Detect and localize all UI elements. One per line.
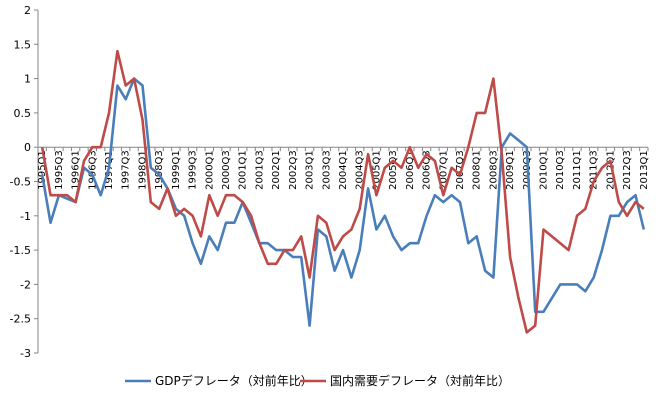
y-tick-label: -1.5 [10, 244, 31, 257]
x-tick-label: 2010Q3 [555, 150, 566, 190]
x-tick-label: 2011Q1 [572, 150, 583, 190]
legend-label: GDPデフレータ（対前年比） [155, 373, 313, 388]
x-tick-label: 1999Q1 [171, 150, 182, 190]
legend: GDPデフレータ（対前年比） 国内需要デフレータ（対前年比） [125, 373, 510, 388]
y-tick-label: 0 [24, 141, 31, 154]
x-tick-label: 2002Q1 [271, 150, 282, 190]
x-tick-label: 2004Q1 [338, 150, 349, 190]
x-tick-label: 2003Q1 [305, 150, 316, 190]
x-tick-label: 2013Q1 [639, 150, 650, 190]
series-2 [42, 51, 644, 332]
x-tick-label: 2003Q3 [321, 150, 332, 190]
x-tick-label: 2001Q1 [238, 150, 249, 190]
y-axis: 2 1.5 1 0.5 0 -0.5 -1 -1.5 -2 -2.5 -3 [10, 4, 38, 360]
legend-item: GDPデフレータ（対前年比） [125, 373, 313, 388]
x-tick-label: 2002Q3 [288, 150, 299, 190]
x-tick-label: 2001Q3 [254, 150, 265, 190]
x-tick-label: 2012Q3 [622, 150, 633, 190]
y-tick-label: -1 [20, 210, 31, 223]
x-tick-label: 1999Q3 [188, 150, 199, 190]
y-tick-label: -2 [20, 278, 31, 291]
x-tick-label: 2005Q3 [388, 150, 399, 190]
x-tick-label: 2008Q3 [488, 150, 499, 190]
series-1 [42, 79, 644, 326]
series-layer [42, 51, 644, 332]
x-tick-label: 2000Q1 [204, 150, 215, 190]
y-tick-label: 1.5 [14, 38, 32, 51]
y-tick-label: -2.5 [10, 313, 31, 326]
legend-item: 国内需要デフレータ（対前年比） [300, 373, 510, 388]
y-tick-label: 2 [24, 4, 31, 17]
x-tick-label: 2010Q1 [539, 150, 550, 190]
series-line [42, 51, 644, 332]
x-tick-label: 2009Q1 [505, 150, 516, 190]
x-tick-label: 1997Q3 [121, 150, 132, 190]
x-tick-label: 1995Q3 [54, 150, 65, 190]
x-tick-label: 2000Q3 [221, 150, 232, 190]
x-tick-label: 2008Q1 [472, 150, 483, 190]
y-tick-label: 1 [24, 73, 31, 86]
y-tick-label: 0.5 [14, 107, 32, 120]
legend-label: 国内需要デフレータ（対前年比） [330, 373, 510, 388]
y-tick-label: -0.5 [10, 176, 31, 189]
series-line [42, 79, 644, 326]
y-tick-label: -3 [20, 347, 31, 360]
